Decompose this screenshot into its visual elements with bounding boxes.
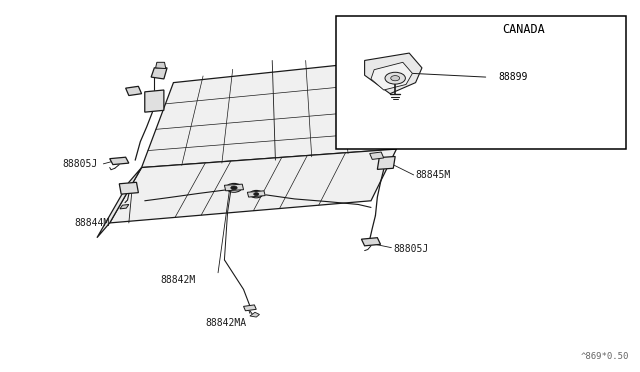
Polygon shape — [244, 305, 256, 311]
Text: 88805J: 88805J — [62, 159, 97, 169]
Circle shape — [253, 193, 259, 196]
Polygon shape — [370, 152, 384, 160]
Polygon shape — [371, 62, 412, 90]
Polygon shape — [151, 68, 167, 79]
Polygon shape — [362, 238, 381, 246]
Polygon shape — [156, 62, 166, 68]
Polygon shape — [119, 182, 138, 194]
Polygon shape — [109, 149, 396, 223]
Polygon shape — [145, 90, 164, 112]
Text: 88844M: 88844M — [75, 218, 110, 228]
Text: 88899: 88899 — [499, 72, 528, 82]
Circle shape — [231, 186, 237, 190]
Polygon shape — [125, 86, 141, 96]
Polygon shape — [97, 167, 141, 238]
Polygon shape — [120, 205, 129, 209]
Circle shape — [385, 72, 405, 84]
Polygon shape — [225, 184, 244, 191]
Polygon shape — [109, 157, 129, 164]
Text: 88845M: 88845M — [415, 170, 451, 180]
Polygon shape — [250, 312, 259, 317]
Text: ^869*0.50: ^869*0.50 — [580, 352, 629, 361]
Text: 88842M: 88842M — [161, 275, 196, 285]
Text: CANADA: CANADA — [502, 23, 545, 36]
Polygon shape — [365, 53, 422, 94]
Circle shape — [391, 76, 399, 81]
Text: 88805J: 88805J — [394, 244, 429, 254]
Polygon shape — [141, 61, 396, 167]
Polygon shape — [247, 191, 265, 197]
FancyBboxPatch shape — [336, 16, 626, 149]
Text: 88842MA: 88842MA — [205, 318, 246, 328]
Polygon shape — [378, 157, 395, 169]
